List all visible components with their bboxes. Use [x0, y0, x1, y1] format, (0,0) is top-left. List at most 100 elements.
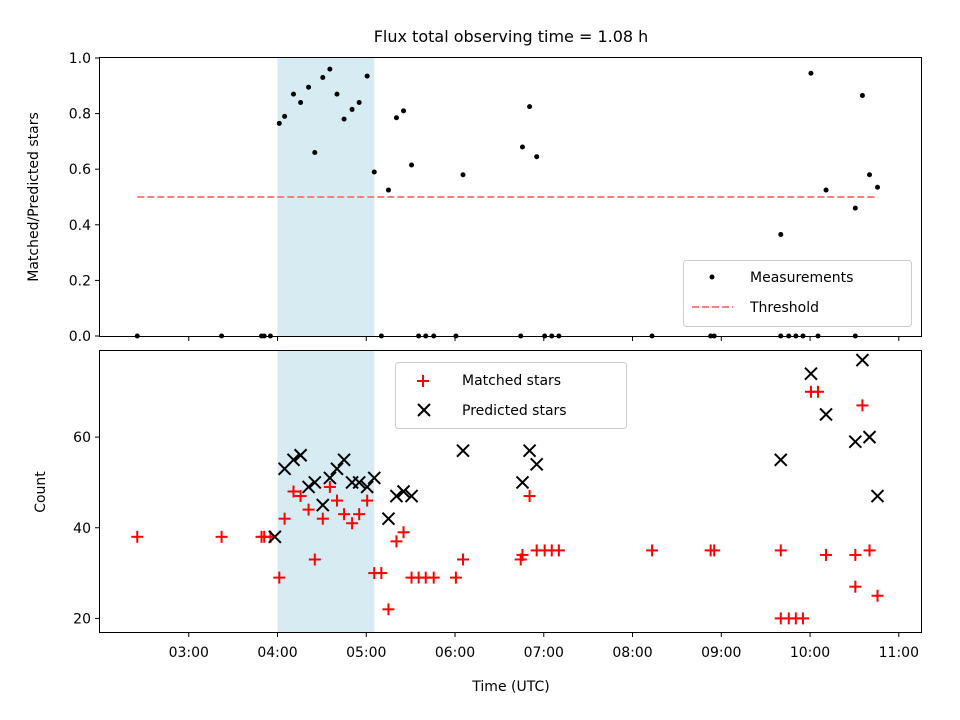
- predicted-star-point: [323, 471, 337, 485]
- measurement-point: [385, 187, 391, 193]
- predicted-star-point: [804, 366, 818, 381]
- bottom-legend: Matched stars Predicted stars: [395, 362, 627, 429]
- measurement-point: [867, 172, 873, 178]
- measurement-point: [823, 187, 829, 193]
- predicted-star-point: [870, 489, 885, 503]
- matched-star-point: [361, 494, 374, 507]
- predicted-star-point: [515, 475, 530, 490]
- bottom-x-tick-label: 08:00: [612, 645, 652, 661]
- bottom-x-tick-label: 09:00: [701, 645, 741, 661]
- top-y-tick-label: 0.8: [69, 107, 91, 123]
- matched-star-point: [457, 553, 470, 566]
- top-chart: 0.0 0.2 0.4 0.6 0.8 1.0 Flux total observing …: [26, 27, 922, 345]
- measurement-point: [859, 93, 865, 99]
- bottom-chart: 20 40 60 03:00 04:00 05:00 06:00 07:00 08:00 09:…: [33, 350, 922, 695]
- top-x-ticks: [188, 336, 900, 341]
- matched-star-point: [552, 544, 565, 557]
- bottom-x-axis-label: Time (UTC): [471, 679, 549, 695]
- legend-label-matched-stars: Matched stars: [462, 373, 561, 389]
- measurement-point: [290, 91, 296, 97]
- measurement-point: [341, 116, 347, 122]
- top-legend-box: [683, 260, 912, 327]
- measurement-point: [401, 108, 407, 114]
- predicted-star-point: [330, 462, 344, 476]
- measurement-point: [298, 99, 304, 105]
- matched-star-point: [302, 503, 315, 516]
- predicted-star-point: [819, 407, 833, 422]
- bottom-x-ticks: 03:00 04:00 05:00 06:00 07:00 08:00 09:00 10:00…: [169, 632, 919, 661]
- matched-star-point: [820, 548, 833, 561]
- measurement-point: [312, 150, 318, 156]
- matched-star-point: [516, 548, 529, 561]
- matched-star-point: [294, 490, 307, 503]
- measurement-point: [409, 162, 415, 168]
- top-y-tick-label: 0.6: [69, 162, 91, 178]
- predicted-star-point: [301, 480, 316, 494]
- measurement-point: [778, 232, 784, 238]
- bottom-y-ticks: 20 40 60: [73, 430, 100, 627]
- measurement-point: [327, 66, 333, 72]
- measurement-point: [349, 106, 355, 112]
- matched-star-point: [856, 399, 869, 412]
- matched-star-point: [278, 512, 291, 525]
- matched-star-point: [849, 548, 862, 561]
- predicted-star-point: [352, 475, 366, 490]
- predicted-star-point: [522, 444, 537, 458]
- bottom-y-tick-label: 20: [73, 611, 91, 627]
- bottom-axes-frame: [99, 350, 922, 633]
- measurement-point: [852, 205, 858, 211]
- predicted-star-point: [293, 448, 308, 462]
- predicted-star-point: [268, 530, 282, 544]
- legend-label-threshold: Threshold: [749, 300, 819, 316]
- matched-star-point: [849, 580, 862, 593]
- matched-star-point: [646, 544, 659, 557]
- measurement-point: [320, 74, 326, 80]
- matched-star-point: [308, 553, 321, 566]
- measurement-point: [364, 73, 370, 79]
- predicted-star-point: [855, 353, 870, 367]
- top-y-axis-label: Matched/Predicted stars: [26, 112, 42, 282]
- predicted-star-point: [337, 453, 351, 467]
- bottom-legend-box: [395, 362, 627, 429]
- bottom-x-tick-label: 10:00: [790, 645, 830, 661]
- top-legend: Measurements Threshold: [683, 260, 912, 327]
- top-chart-title: Flux total observing time = 1.08 h: [374, 27, 649, 46]
- top-axes-frame: [99, 57, 922, 337]
- bottom-y-tick-label: 60: [73, 430, 91, 446]
- legend-label-measurements: Measurements: [750, 270, 853, 286]
- matched-star-point: [708, 544, 721, 557]
- matched-star-point: [323, 480, 336, 493]
- predicted-star-point: [286, 453, 301, 467]
- matched-star-point: [523, 490, 536, 503]
- legend-label-predicted-stars: Predicted stars: [462, 403, 567, 419]
- matched-star-point: [390, 535, 403, 548]
- matched-star-point: [397, 526, 410, 539]
- predicted-star-point: [396, 484, 411, 499]
- bottom-y-tick-label: 40: [73, 521, 91, 537]
- measurement-point: [875, 184, 881, 190]
- bottom-x-tick-label: 04:00: [257, 645, 297, 661]
- matched-star-point: [871, 589, 884, 602]
- predicted-star-point: [316, 498, 330, 512]
- matched-star-point: [346, 517, 359, 530]
- measurement-point: [534, 154, 540, 160]
- measurement-point: [306, 84, 312, 90]
- legend-marker-matched-stars: [417, 375, 429, 387]
- top-y-tick-label: 0.4: [69, 218, 91, 234]
- bottom-x-tick-label: 05:00: [346, 645, 386, 661]
- top-y-ticks: 0.0 0.2 0.4 0.6 0.8 1.0: [69, 51, 100, 345]
- bottom-x-tick-label: 07:00: [524, 645, 564, 661]
- matched-star-point: [812, 385, 825, 398]
- matched-stars-points: [131, 385, 884, 625]
- predicted-star-point: [404, 489, 419, 503]
- predicted-star-point: [389, 489, 404, 503]
- matched-star-point: [215, 530, 228, 543]
- legend-marker-measurements: [709, 274, 715, 280]
- top-y-tick-label: 1.0: [69, 51, 91, 67]
- measurement-point: [371, 169, 377, 175]
- matched-star-point: [863, 544, 876, 557]
- measurement-point: [460, 172, 466, 178]
- predicted-star-point: [360, 480, 374, 494]
- matched-star-point: [330, 494, 343, 507]
